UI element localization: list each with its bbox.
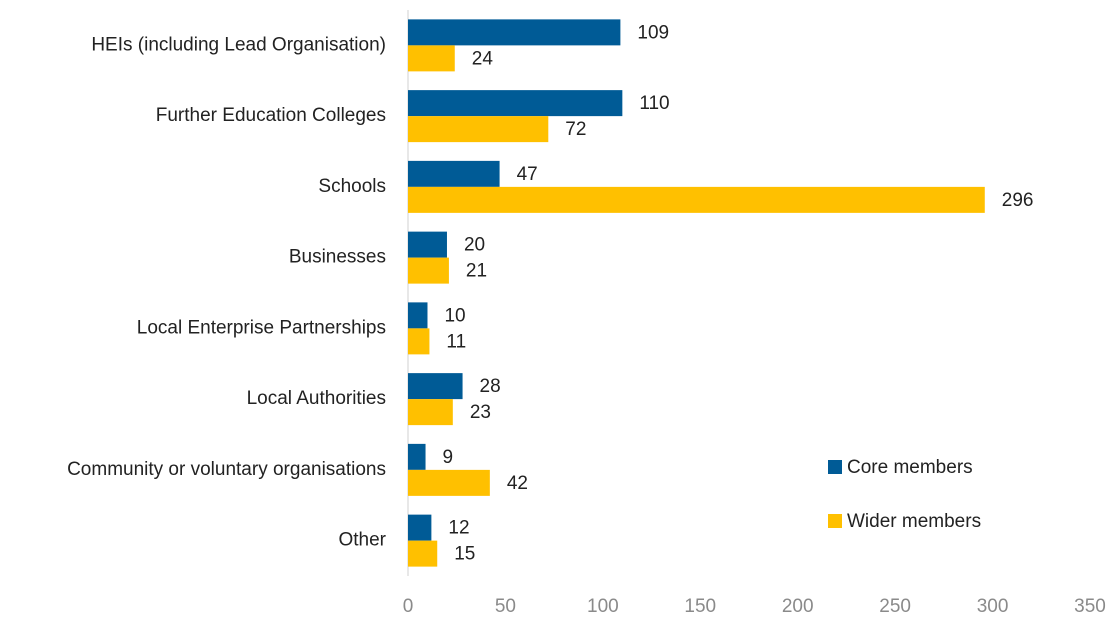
bar	[408, 399, 453, 426]
bar	[408, 469, 490, 496]
bar	[408, 328, 430, 355]
data-label: 42	[507, 473, 528, 494]
y-tick-label: HEIs (including Lead Organisation)	[91, 34, 386, 55]
bar	[408, 160, 500, 187]
data-label: 24	[472, 48, 494, 69]
y-tick-label: Other	[338, 530, 386, 551]
legend-label: Wider members	[847, 511, 981, 532]
bar	[408, 231, 447, 258]
y-tick-label: Schools	[318, 176, 386, 197]
data-label: 28	[480, 376, 501, 397]
bar	[408, 116, 549, 143]
bar	[408, 443, 426, 470]
x-tick-label: 100	[587, 596, 619, 617]
bar	[408, 45, 455, 72]
bar	[408, 302, 428, 329]
x-tick-label: 300	[977, 596, 1009, 617]
data-label: 296	[1002, 190, 1034, 211]
legend-swatch	[828, 460, 842, 474]
bar	[408, 257, 449, 284]
y-tick-label: Businesses	[289, 247, 386, 268]
data-label: 10	[444, 305, 465, 326]
bar	[408, 514, 432, 541]
x-tick-label: 0	[403, 596, 414, 617]
data-label: 110	[639, 93, 669, 114]
y-tick-label: Local Authorities	[247, 388, 386, 409]
y-tick-label: Community or voluntary organisations	[67, 459, 386, 480]
x-tick-label: 350	[1074, 596, 1106, 617]
x-tick-label: 50	[495, 596, 516, 617]
data-label: 23	[470, 402, 491, 423]
bar	[408, 373, 463, 400]
bar	[408, 19, 621, 46]
data-label: 9	[443, 447, 454, 468]
data-label: 47	[517, 164, 538, 185]
x-tick-label: 150	[684, 596, 716, 617]
bar	[408, 540, 438, 567]
data-label: 20	[464, 235, 485, 256]
data-label: 12	[448, 518, 469, 539]
legend-label: Core members	[847, 457, 973, 478]
data-label: 21	[466, 261, 487, 282]
legend-swatch	[828, 514, 842, 528]
data-label: 15	[454, 544, 475, 565]
x-tick-label: 250	[879, 596, 911, 617]
x-tick-label: 200	[782, 596, 814, 617]
data-label: 109	[637, 22, 669, 43]
bar	[408, 90, 623, 117]
data-label: 11	[446, 331, 466, 352]
data-label: 72	[565, 119, 586, 140]
y-tick-label: Further Education Colleges	[156, 105, 386, 126]
y-tick-label: Local Enterprise Partnerships	[137, 317, 386, 338]
bar	[408, 186, 985, 213]
